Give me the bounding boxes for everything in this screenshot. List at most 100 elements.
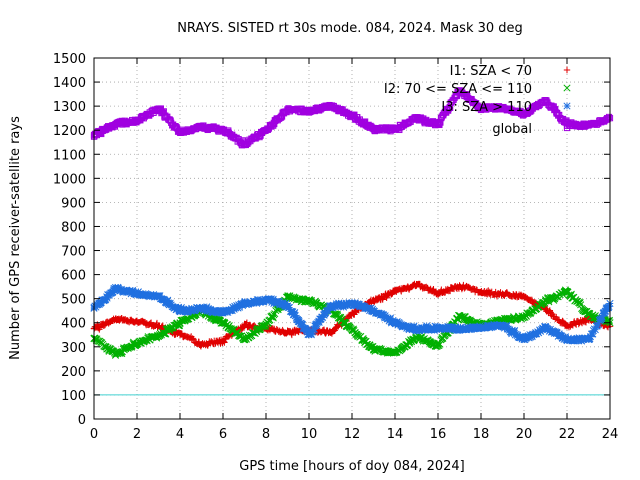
series-3-trace-marker	[166, 299, 174, 307]
series-1-point	[456, 282, 463, 289]
series-1-point	[434, 290, 442, 298]
series-3-trace-marker	[351, 299, 359, 307]
series-4-point	[370, 125, 377, 133]
series-3-point	[197, 304, 206, 312]
series-4-point	[456, 87, 463, 94]
series-3-point	[154, 292, 163, 300]
series-2-point	[412, 333, 421, 341]
series-3-point	[305, 331, 313, 339]
x-tick-label: 18	[473, 427, 490, 442]
series-1-trace-marker	[469, 285, 477, 292]
series-1-trace-marker	[430, 285, 437, 293]
x-tick-label: 14	[387, 427, 404, 442]
series-4-point	[219, 127, 227, 134]
series-3-trace-marker	[146, 293, 154, 301]
legend-label-3: I3: SZA > 110	[441, 100, 532, 115]
series-3-point	[262, 296, 270, 304]
series-3-point	[240, 299, 249, 308]
series-3-trace-marker	[503, 321, 511, 329]
series-2-point	[563, 287, 571, 296]
series-3-trace-marker	[310, 325, 318, 333]
series-3-point	[498, 321, 507, 329]
series-1-point	[542, 306, 549, 313]
series-2-point	[369, 345, 378, 353]
x-tick-label: 22	[559, 427, 576, 442]
series-3-point	[477, 323, 485, 332]
series-2-point	[283, 293, 292, 302]
series-3-point	[326, 302, 335, 310]
series-3-trace-marker	[533, 330, 541, 338]
y-tick-label: 1100	[53, 148, 86, 163]
series-2-point	[455, 311, 464, 320]
y-tick-label: 0	[78, 413, 86, 428]
x-tick-label: 6	[219, 427, 227, 442]
series-2-point	[348, 326, 356, 334]
y-tick-label: 700	[61, 245, 86, 260]
series-1-point	[133, 318, 141, 325]
series-3-trace-marker	[545, 327, 553, 335]
series-3-trace-marker	[591, 326, 599, 334]
series-3-point	[111, 285, 120, 293]
series-3-point	[563, 336, 571, 344]
series-2-point	[434, 342, 442, 350]
series-4-point	[434, 121, 442, 128]
y-tick-label: 100	[61, 389, 86, 404]
y-tick-label: 1500	[53, 52, 86, 67]
series-1-point	[477, 289, 485, 296]
x-tick-label: 20	[516, 427, 533, 442]
series-1-trace-marker	[379, 296, 386, 303]
series-2-trace-marker	[118, 350, 126, 358]
series-4-point	[284, 106, 291, 113]
series-3-trace-marker	[589, 330, 597, 338]
series-3-trace-marker	[416, 327, 424, 335]
series-3-trace-marker	[299, 321, 307, 329]
y-tick-label: 1300	[53, 100, 86, 115]
series-4-point	[391, 125, 399, 133]
series-1-trace-marker	[559, 318, 567, 325]
series-3-trace-marker	[291, 312, 299, 320]
series-2-point	[305, 297, 313, 305]
series-3-trace-marker	[117, 285, 125, 293]
series-1-point	[348, 309, 356, 317]
series-layer	[90, 87, 614, 359]
series-3-point	[412, 326, 421, 334]
y-tick-label: 800	[61, 220, 86, 235]
x-axis-label: GPS time [hours of doy 084, 2024]	[239, 459, 464, 474]
series-4-point	[112, 121, 119, 128]
x-tick-label: 0	[90, 427, 98, 442]
legend-marker-2	[563, 84, 571, 92]
series-4-point	[327, 103, 334, 110]
y-tick-label: 200	[61, 365, 86, 380]
series-2-trace-marker	[182, 315, 190, 323]
series-3-trace-marker	[103, 294, 111, 302]
y-tick-label: 900	[61, 196, 86, 211]
y-tick-label: 1400	[53, 76, 86, 91]
series-1-point	[370, 297, 377, 305]
series-3-point	[348, 299, 356, 308]
series-3-point	[541, 323, 550, 332]
series-4-point	[413, 115, 420, 122]
series-2-trace-marker	[576, 298, 584, 306]
series-3-trace-marker	[410, 322, 418, 330]
y-tick-label: 1000	[53, 172, 86, 187]
series-3-trace-marker	[319, 313, 327, 321]
x-tick-label: 2	[133, 427, 141, 442]
series-3-trace-marker	[315, 318, 323, 326]
series-2-point	[240, 336, 249, 344]
series-2-point	[133, 339, 141, 347]
series-3-point	[219, 309, 227, 317]
series-4-trace-marker	[605, 113, 613, 121]
series-1-trace-marker	[547, 309, 555, 317]
series-3-point	[283, 302, 292, 310]
series-2-point	[391, 349, 399, 357]
series-4-point	[585, 122, 592, 129]
series-1-trace-marker	[190, 336, 197, 343]
series-4-point	[499, 104, 506, 111]
series-1-point	[241, 321, 248, 329]
series-3-trace-marker	[470, 325, 478, 333]
series-1-trace-marker	[189, 335, 196, 342]
series-4-trace-marker	[445, 105, 452, 112]
series-4-point	[198, 123, 205, 130]
y-tick-label: 600	[61, 269, 86, 284]
